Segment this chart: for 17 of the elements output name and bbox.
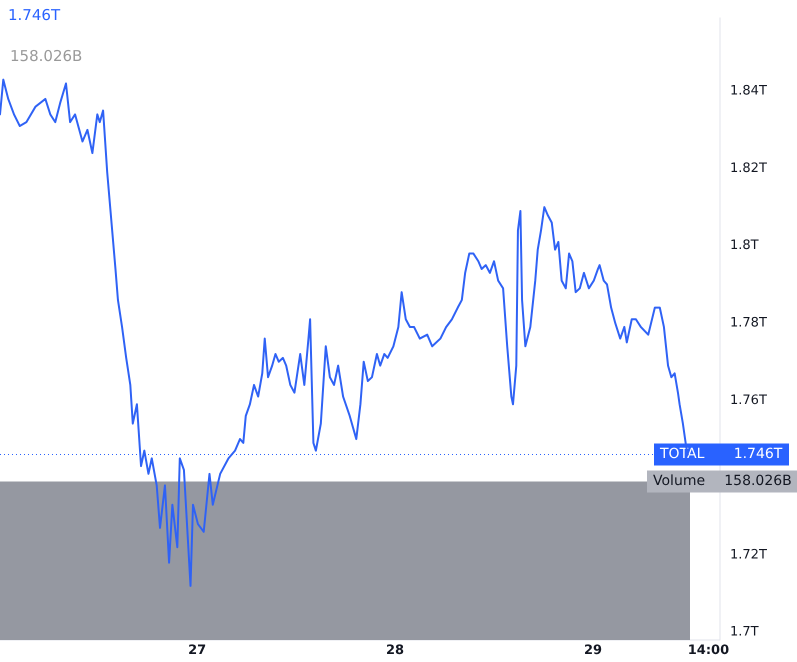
y-tick-label: 1.82T: [730, 160, 767, 176]
x-tick-label: 14:00: [688, 643, 730, 658]
band-label: Volume: [653, 473, 706, 490]
y-tick-label: 1.76T: [730, 392, 767, 408]
text: 158.026B: [10, 47, 82, 65]
y-tick-label: 1.7T: [730, 624, 759, 640]
chart-title: 1.746T: [8, 6, 60, 24]
y-tick-label: 1.84T: [730, 84, 767, 99]
x-tick-label: 27: [188, 643, 206, 658]
text: 1.746T: [734, 446, 783, 462]
y-tick-label: 1.78T: [730, 315, 767, 330]
ref-line-label: TOTAL: [659, 446, 705, 462]
y-tick-label: 1.8T: [730, 238, 759, 254]
x-tick-label: 29: [584, 643, 602, 658]
x-tick-label: 28: [386, 643, 404, 658]
text: 158.026B: [724, 473, 792, 490]
y-tick-label: 1.72T: [730, 547, 767, 562]
